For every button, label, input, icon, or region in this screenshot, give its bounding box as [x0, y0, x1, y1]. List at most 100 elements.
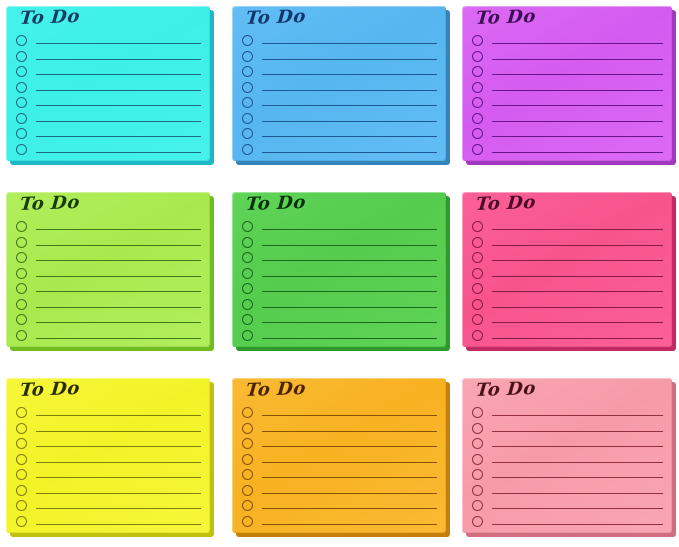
- horizontal-line-icon[interactable]: [492, 431, 663, 432]
- horizontal-line-icon[interactable]: [36, 105, 201, 106]
- todo-row[interactable]: [472, 497, 663, 513]
- horizontal-line-icon[interactable]: [262, 260, 437, 261]
- horizontal-line-icon[interactable]: [492, 415, 663, 416]
- todo-row[interactable]: [242, 218, 437, 234]
- horizontal-line-icon[interactable]: [262, 477, 437, 478]
- circle-outline-icon[interactable]: [16, 81, 27, 93]
- horizontal-line-icon[interactable]: [36, 446, 201, 447]
- circle-outline-icon[interactable]: [242, 236, 253, 248]
- horizontal-line-icon[interactable]: [492, 338, 663, 339]
- notepad-lime[interactable]: To Do: [6, 192, 214, 351]
- circle-outline-icon[interactable]: [242, 422, 253, 434]
- circle-outline-icon[interactable]: [16, 515, 27, 527]
- todo-row[interactable]: [242, 497, 437, 513]
- circle-outline-icon[interactable]: [472, 236, 483, 248]
- circle-outline-icon[interactable]: [16, 143, 27, 155]
- horizontal-line-icon[interactable]: [262, 338, 437, 339]
- horizontal-line-icon[interactable]: [492, 43, 663, 44]
- todo-row[interactable]: [472, 420, 663, 436]
- circle-outline-icon[interactable]: [16, 236, 27, 248]
- circle-outline-icon[interactable]: [472, 313, 483, 325]
- todo-row[interactable]: [242, 234, 437, 250]
- horizontal-line-icon[interactable]: [492, 105, 663, 106]
- todo-row[interactable]: [16, 32, 201, 48]
- todo-row[interactable]: [16, 280, 201, 296]
- circle-outline-icon[interactable]: [16, 453, 27, 465]
- todo-row[interactable]: [472, 32, 663, 48]
- horizontal-line-icon[interactable]: [492, 524, 663, 525]
- circle-outline-icon[interactable]: [242, 329, 253, 341]
- horizontal-line-icon[interactable]: [36, 260, 201, 261]
- horizontal-line-icon[interactable]: [36, 121, 201, 122]
- todo-row[interactable]: [242, 63, 437, 79]
- horizontal-line-icon[interactable]: [492, 276, 663, 277]
- todo-row[interactable]: [472, 265, 663, 281]
- horizontal-line-icon[interactable]: [262, 415, 437, 416]
- circle-outline-icon[interactable]: [242, 81, 253, 93]
- circle-outline-icon[interactable]: [472, 267, 483, 279]
- notepad-pink-light[interactable]: To Do: [462, 378, 676, 537]
- horizontal-line-icon[interactable]: [36, 291, 201, 292]
- horizontal-line-icon[interactable]: [262, 152, 437, 153]
- todo-row[interactable]: [472, 141, 663, 157]
- horizontal-line-icon[interactable]: [36, 415, 201, 416]
- circle-outline-icon[interactable]: [242, 298, 253, 310]
- horizontal-line-icon[interactable]: [492, 260, 663, 261]
- todo-row[interactable]: [242, 249, 437, 265]
- circle-outline-icon[interactable]: [472, 34, 483, 46]
- todo-row[interactable]: [242, 296, 437, 312]
- todo-row[interactable]: [242, 513, 437, 529]
- circle-outline-icon[interactable]: [242, 437, 253, 449]
- horizontal-line-icon[interactable]: [36, 152, 201, 153]
- circle-outline-icon[interactable]: [472, 65, 483, 77]
- todo-row[interactable]: [472, 125, 663, 141]
- todo-row[interactable]: [16, 404, 201, 420]
- todo-row[interactable]: [242, 327, 437, 343]
- todo-row[interactable]: [472, 513, 663, 529]
- horizontal-line-icon[interactable]: [36, 307, 201, 308]
- todo-row[interactable]: [472, 110, 663, 126]
- todo-row[interactable]: [16, 311, 201, 327]
- circle-outline-icon[interactable]: [472, 298, 483, 310]
- todo-row[interactable]: [242, 451, 437, 467]
- circle-outline-icon[interactable]: [472, 468, 483, 480]
- todo-row[interactable]: [16, 218, 201, 234]
- todo-row[interactable]: [16, 265, 201, 281]
- horizontal-line-icon[interactable]: [262, 462, 437, 463]
- circle-outline-icon[interactable]: [242, 313, 253, 325]
- circle-outline-icon[interactable]: [472, 96, 483, 108]
- todo-row[interactable]: [16, 249, 201, 265]
- horizontal-line-icon[interactable]: [492, 493, 663, 494]
- horizontal-line-icon[interactable]: [36, 59, 201, 60]
- todo-row[interactable]: [472, 482, 663, 498]
- notepad-yellow[interactable]: To Do: [6, 378, 214, 537]
- horizontal-line-icon[interactable]: [492, 477, 663, 478]
- circle-outline-icon[interactable]: [242, 282, 253, 294]
- horizontal-line-icon[interactable]: [36, 462, 201, 463]
- todo-row[interactable]: [472, 249, 663, 265]
- circle-outline-icon[interactable]: [16, 499, 27, 511]
- horizontal-line-icon[interactable]: [262, 307, 437, 308]
- horizontal-line-icon[interactable]: [492, 462, 663, 463]
- todo-row[interactable]: [242, 265, 437, 281]
- circle-outline-icon[interactable]: [16, 484, 27, 496]
- todo-row[interactable]: [472, 404, 663, 420]
- todo-row[interactable]: [16, 234, 201, 250]
- circle-outline-icon[interactable]: [242, 34, 253, 46]
- todo-row[interactable]: [16, 48, 201, 64]
- todo-row[interactable]: [242, 420, 437, 436]
- horizontal-line-icon[interactable]: [262, 291, 437, 292]
- circle-outline-icon[interactable]: [242, 468, 253, 480]
- circle-outline-icon[interactable]: [16, 282, 27, 294]
- circle-outline-icon[interactable]: [472, 406, 483, 418]
- horizontal-line-icon[interactable]: [262, 508, 437, 509]
- todo-row[interactable]: [472, 451, 663, 467]
- horizontal-line-icon[interactable]: [492, 152, 663, 153]
- circle-outline-icon[interactable]: [242, 220, 253, 232]
- horizontal-line-icon[interactable]: [492, 446, 663, 447]
- circle-outline-icon[interactable]: [16, 96, 27, 108]
- circle-outline-icon[interactable]: [16, 298, 27, 310]
- todo-row[interactable]: [16, 296, 201, 312]
- horizontal-line-icon[interactable]: [36, 524, 201, 525]
- todo-row[interactable]: [472, 435, 663, 451]
